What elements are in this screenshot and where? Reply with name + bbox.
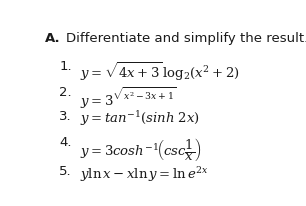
Text: $y = 3^{\sqrt{x^2-3x+1}}$: $y = 3^{\sqrt{x^2-3x+1}}$	[80, 86, 176, 111]
Text: $y = \sqrt{4x+3}\,\mathrm{log}_2(x^2+2)$: $y = \sqrt{4x+3}\,\mathrm{log}_2(x^2+2)$	[80, 60, 239, 83]
Text: $y\ln x - x\ln y = \ln e^{2x}$: $y\ln x - x\ln y = \ln e^{2x}$	[80, 165, 208, 184]
Text: 5.: 5.	[59, 165, 72, 178]
Text: A.: A.	[45, 32, 61, 45]
Text: Differentiate and simplify the result.: Differentiate and simplify the result.	[65, 32, 306, 45]
Text: $y = 3cosh^{-1}\!\left(csc\dfrac{1}{x}\right)$: $y = 3cosh^{-1}\!\left(csc\dfrac{1}{x}\r…	[80, 136, 202, 163]
Text: $y = tan^{-1}(sinh\ 2x)$: $y = tan^{-1}(sinh\ 2x)$	[80, 110, 200, 129]
Text: 1.: 1.	[59, 60, 72, 73]
Text: 3.: 3.	[59, 110, 72, 123]
Text: 2.: 2.	[59, 86, 72, 99]
Text: 4.: 4.	[59, 136, 72, 149]
